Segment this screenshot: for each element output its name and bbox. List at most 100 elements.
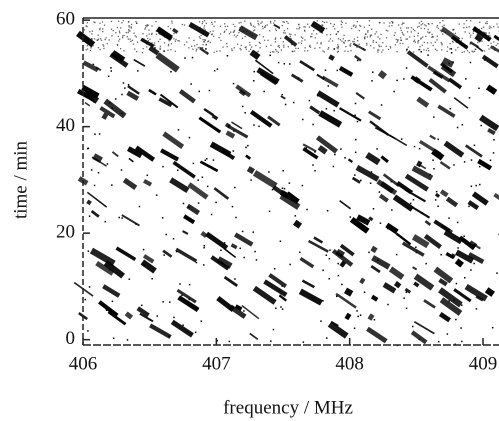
spectrum-speckle: [305, 147, 308, 149]
spectrum-speckle: [129, 38, 131, 40]
spectrum-speckle: [325, 254, 328, 257]
spectrum-speckle: [329, 249, 331, 251]
spectrum-streak: [133, 58, 146, 67]
spectrum-speckle: [479, 183, 481, 186]
spectrum-speckle: [337, 46, 340, 48]
spectrum-speckle: [396, 51, 398, 53]
spectrum-speckle: [240, 44, 242, 47]
spectrum-speckle: [417, 42, 419, 44]
spectrum-speckle: [282, 169, 284, 172]
spectrum-streak: [278, 294, 288, 302]
spectrum-streak: [478, 114, 499, 132]
spectrum-speckle: [119, 32, 121, 34]
spectrum-speckle: [428, 49, 430, 52]
spectrum-speckle: [287, 22, 289, 25]
spectrum-speckle: [97, 34, 99, 36]
spectrum-speckle: [403, 78, 405, 80]
spectrum-speckle: [232, 150, 235, 152]
spectrum-speckle: [269, 30, 271, 32]
spectrum-speckle: [434, 48, 437, 50]
spectrum-speckle: [427, 47, 429, 50]
spectrum-streak: [273, 23, 281, 29]
spectrum-speckle: [240, 49, 242, 51]
spectrum-speckle: [169, 27, 172, 30]
spectrum-streak: [411, 165, 434, 181]
spectrum-speckle: [235, 36, 237, 38]
spectrum-speckle: [397, 39, 399, 41]
spectrum-speckle: [155, 194, 158, 196]
spectrum-speckle: [172, 237, 175, 240]
spectrum-speckle: [419, 48, 421, 51]
spectrum-streak: [411, 234, 430, 249]
spectrum-speckle: [289, 263, 291, 266]
spectrum-speckle: [349, 45, 352, 47]
spectrum-streak: [315, 135, 338, 154]
spectrum-speckle: [188, 283, 191, 286]
spectrum-speckle: [86, 48, 89, 50]
spectrum-speckle: [301, 184, 304, 187]
spectrum-speckle: [423, 27, 426, 30]
spectrum-speckle: [130, 23, 133, 26]
spectrum-speckle: [452, 36, 454, 39]
spectrum-speckle: [155, 30, 158, 32]
spectrum-speckle: [370, 171, 373, 173]
spectrum-speckle: [457, 46, 459, 49]
spectrum-streak: [318, 110, 343, 128]
spectrum-streak: [376, 179, 395, 194]
spectrum-speckle: [496, 272, 498, 274]
spectrum-streak: [450, 253, 456, 259]
spectrum-speckle: [142, 33, 144, 35]
spectrum-streak: [223, 275, 238, 287]
spectrum-speckle: [424, 24, 426, 26]
spectrum-speckle: [120, 169, 123, 171]
spectrum-speckle: [154, 44, 156, 46]
spectrum-speckle: [105, 309, 108, 311]
spectrum-speckle: [418, 39, 420, 42]
spectrum-speckle: [153, 42, 156, 44]
spectrum-streak: [86, 191, 108, 208]
spectrum-speckle: [326, 21, 328, 23]
spectrum-speckle: [281, 187, 284, 189]
spectrum-speckle: [280, 37, 282, 39]
spectrum-speckle: [94, 21, 96, 24]
spectrum-streak: [298, 288, 323, 306]
spectrum-speckle: [190, 27, 192, 29]
spectrum-streak: [328, 54, 335, 61]
spectrum-speckle: [320, 320, 322, 322]
spectrum-speckle: [210, 33, 213, 36]
spectrum-speckle: [380, 45, 382, 48]
spectrum-speckle: [440, 253, 442, 256]
spectrum-streak: [241, 304, 260, 320]
spectrum-speckle: [295, 198, 298, 201]
spectrum-streak: [128, 157, 134, 163]
spectrum-streak: [203, 107, 215, 117]
spectrum-streak: [440, 224, 454, 234]
spectrum-speckle: [409, 202, 412, 205]
spectrum-speckle: [128, 278, 131, 280]
spectrum-speckle: [341, 21, 343, 24]
spectrum-speckle: [357, 315, 359, 318]
spectrum-streak: [365, 152, 381, 166]
spectrum-speckle: [406, 31, 409, 33]
spectrum-speckle: [118, 40, 120, 42]
spectrum-speckle: [117, 20, 120, 22]
spectrum-speckle: [473, 144, 476, 147]
spectrum-speckle: [322, 50, 324, 52]
spectrum-streak: [211, 114, 219, 121]
spectrum-speckle: [328, 277, 330, 280]
spectrum-speckle: [224, 30, 226, 33]
spectrum-speckle: [309, 46, 312, 48]
spectrum-speckle: [146, 43, 148, 45]
spectrum-speckle: [472, 32, 474, 34]
spectrum-speckle: [257, 20, 259, 22]
spectrum-streak: [142, 254, 155, 264]
spectrum-speckle: [243, 256, 245, 259]
spectrum-speckle: [290, 33, 292, 35]
spectrum-speckle: [325, 108, 328, 110]
spectrum-streak: [134, 145, 156, 162]
spectrum-streak: [252, 170, 278, 189]
spectrum-speckle: [208, 89, 211, 92]
spectrum-speckle: [130, 26, 132, 28]
spectrum-speckle: [245, 30, 248, 33]
